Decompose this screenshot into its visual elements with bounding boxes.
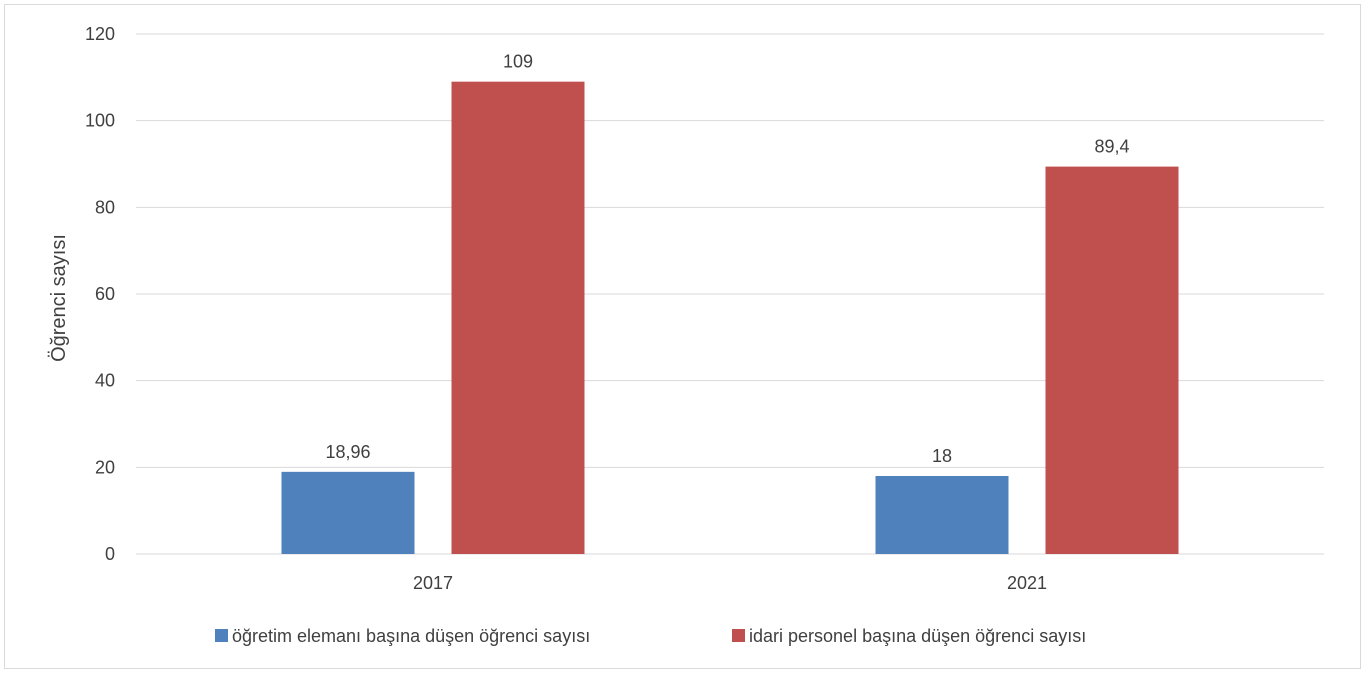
legend-swatch — [215, 629, 228, 642]
y-tick-label: 20 — [95, 457, 115, 477]
data-labels: 18,96 109 18 89,4 — [325, 52, 1129, 466]
data-label: 18 — [932, 446, 952, 466]
y-tick-label: 0 — [105, 544, 115, 564]
y-axis-title: Öğrenci sayısı — [48, 234, 70, 362]
gridlines — [136, 33, 1324, 555]
bar-series-2 — [1045, 166, 1179, 554]
x-axis-ticks: 2017 2021 — [413, 573, 1047, 593]
chart-container: 0 20 40 60 80 100 120 18,96 109 18 89,4 2017 2021 … — [4, 4, 1361, 669]
bar-series-1 — [875, 476, 1009, 554]
legend-label: idari personel başına düşen öğrenci sayı… — [749, 626, 1086, 646]
y-tick-label: 40 — [95, 371, 115, 391]
legend-label: öğretim elemanı başına düşen öğrenci say… — [232, 626, 590, 646]
data-label: 109 — [503, 52, 533, 72]
legend: öğretim elemanı başına düşen öğrenci say… — [215, 626, 1086, 646]
bars — [281, 81, 1179, 555]
x-tick-label: 2017 — [413, 573, 453, 593]
legend-swatch — [732, 629, 745, 642]
data-label: 89,4 — [1094, 137, 1129, 157]
y-tick-label: 100 — [85, 111, 115, 131]
data-label: 18,96 — [325, 442, 370, 462]
x-tick-label: 2021 — [1007, 573, 1047, 593]
y-axis-ticks: 0 20 40 60 80 100 120 — [85, 24, 115, 564]
bar-series-1 — [281, 471, 415, 554]
y-tick-label: 80 — [95, 197, 115, 217]
y-tick-label: 120 — [85, 24, 115, 44]
y-tick-label: 60 — [95, 284, 115, 304]
bar-series-2 — [451, 81, 585, 555]
